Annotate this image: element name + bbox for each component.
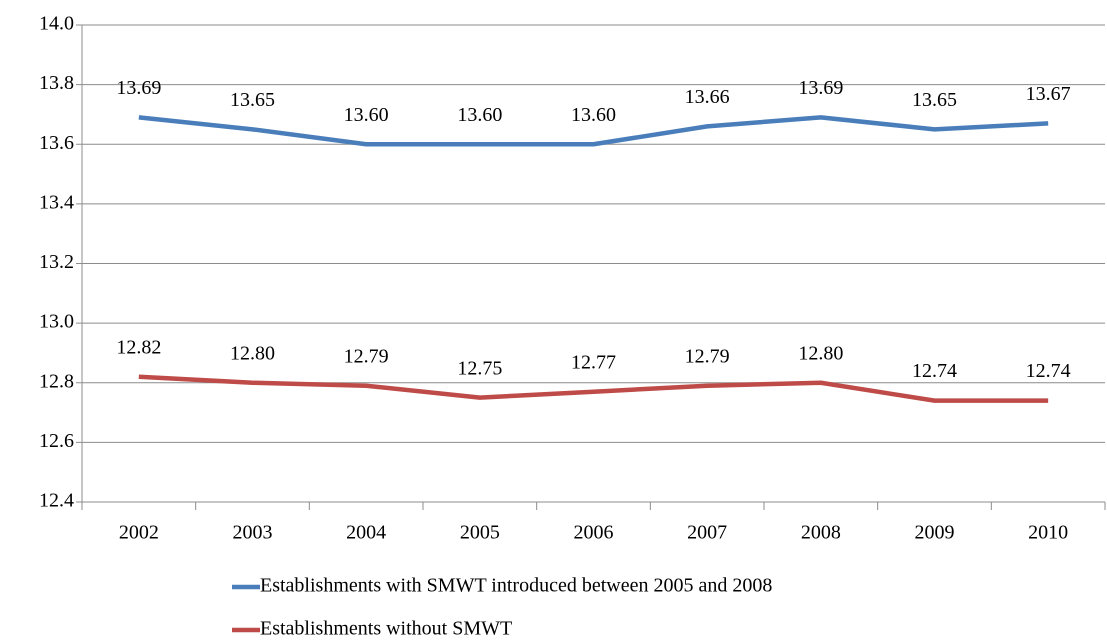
y-tick-label: 14.0 [39, 13, 74, 35]
x-tick-label: 2006 [574, 522, 614, 544]
data-label: 12.74 [1026, 360, 1071, 382]
data-label: 13.65 [230, 89, 275, 111]
y-tick-label: 13.8 [39, 72, 74, 94]
x-tick-label: 2010 [1028, 522, 1068, 544]
x-tick-label: 2002 [119, 522, 159, 544]
x-tick-label: 2005 [460, 522, 500, 544]
data-label: 12.79 [344, 345, 389, 367]
data-label: 12.75 [457, 357, 502, 379]
data-label: 13.60 [571, 104, 616, 126]
y-tick-label: 13.4 [39, 191, 74, 213]
data-label: 13.69 [116, 77, 161, 99]
data-label: 12.80 [230, 342, 275, 364]
y-tick-label: 12.6 [39, 430, 74, 452]
data-label: 12.80 [798, 342, 843, 364]
y-tick-label: 13.0 [39, 311, 74, 333]
data-label: 13.67 [1026, 83, 1071, 105]
series-line [138, 374, 1049, 403]
data-label: 13.65 [912, 89, 957, 111]
data-label: 13.60 [457, 104, 502, 126]
y-tick-label: 13.2 [39, 251, 74, 273]
data-label: 12.82 [116, 336, 161, 358]
data-label: 13.66 [685, 86, 730, 108]
y-tick-label: 12.8 [39, 370, 74, 392]
series-line [138, 115, 1049, 147]
legend-label: Establishments with SMWT introduced betw… [260, 575, 772, 597]
y-tick-label: 12.4 [39, 490, 74, 512]
x-tick-label: 2003 [233, 522, 273, 544]
data-label: 12.74 [912, 360, 957, 382]
data-label: 12.77 [571, 351, 616, 373]
legend-label: Establishments without SMWT [260, 618, 512, 640]
x-tick-label: 2004 [346, 522, 386, 544]
data-label: 12.79 [685, 345, 730, 367]
y-tick-label: 13.6 [39, 132, 74, 154]
x-tick-label: 2007 [687, 522, 727, 544]
data-label: 13.69 [798, 77, 843, 99]
x-tick-label: 2009 [915, 522, 955, 544]
data-label: 13.60 [344, 104, 389, 126]
x-tick-label: 2008 [801, 522, 841, 544]
